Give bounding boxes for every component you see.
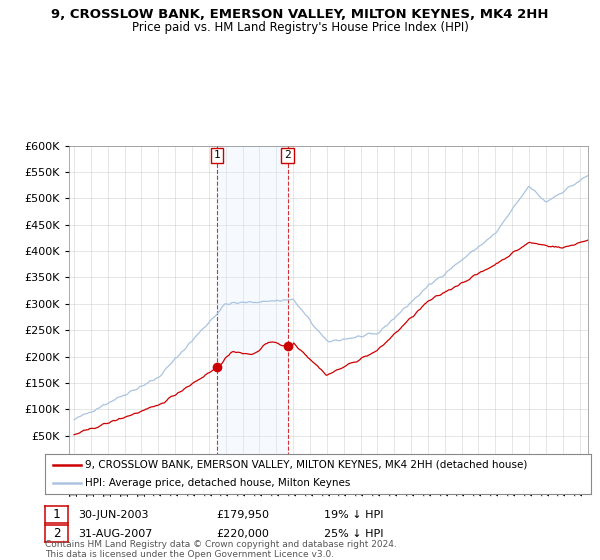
Text: HPI: Average price, detached house, Milton Keynes: HPI: Average price, detached house, Milt… <box>85 478 350 488</box>
Text: 9, CROSSLOW BANK, EMERSON VALLEY, MILTON KEYNES, MK4 2HH: 9, CROSSLOW BANK, EMERSON VALLEY, MILTON… <box>51 8 549 21</box>
Text: Contains HM Land Registry data © Crown copyright and database right 2024.
This d: Contains HM Land Registry data © Crown c… <box>45 540 397 559</box>
Text: 25% ↓ HPI: 25% ↓ HPI <box>324 529 383 539</box>
Text: Price paid vs. HM Land Registry's House Price Index (HPI): Price paid vs. HM Land Registry's House … <box>131 21 469 34</box>
Text: 2: 2 <box>53 527 60 540</box>
Text: £220,000: £220,000 <box>216 529 269 539</box>
Text: 2: 2 <box>284 150 291 160</box>
Text: 19% ↓ HPI: 19% ↓ HPI <box>324 510 383 520</box>
Text: £179,950: £179,950 <box>216 510 269 520</box>
Bar <box>217 146 287 462</box>
Text: 1: 1 <box>53 508 60 521</box>
Text: 9, CROSSLOW BANK, EMERSON VALLEY, MILTON KEYNES, MK4 2HH (detached house): 9, CROSSLOW BANK, EMERSON VALLEY, MILTON… <box>85 460 527 470</box>
Text: 30-JUN-2003: 30-JUN-2003 <box>78 510 149 520</box>
Text: 1: 1 <box>214 150 221 160</box>
Text: 31-AUG-2007: 31-AUG-2007 <box>78 529 152 539</box>
